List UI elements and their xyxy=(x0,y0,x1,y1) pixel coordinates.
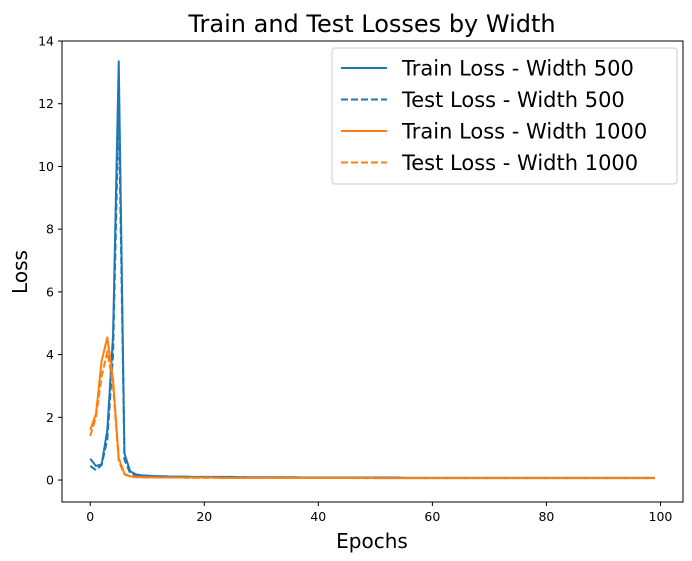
series-line-4 xyxy=(89,350,655,480)
y-tick-label: 2 xyxy=(46,410,54,425)
y-tick-label: 6 xyxy=(46,284,54,299)
plot-area xyxy=(89,60,655,480)
x-tick-label: 20 xyxy=(196,509,212,524)
legend: Train Loss - Width 500 Test Loss - Width … xyxy=(331,47,678,185)
plot-frame xyxy=(61,40,684,503)
x-tick-label: 100 xyxy=(649,509,673,524)
y-tick-label: 0 xyxy=(46,473,54,488)
legend-label: Train Loss - Width 1000 xyxy=(401,120,647,144)
x-axis-label: Epochs xyxy=(336,529,408,553)
legend-box xyxy=(331,47,678,185)
y-tick-label: 8 xyxy=(46,222,54,237)
axis-ticks: 0 20 40 60 80 100 0 2 4 6 8 10 12 14 xyxy=(38,34,672,525)
x-tick-label: 40 xyxy=(310,509,326,524)
y-tick-label: 4 xyxy=(46,347,54,362)
y-tick-label: 10 xyxy=(38,159,54,174)
y-tick-label: 12 xyxy=(38,96,54,111)
x-tick-label: 0 xyxy=(86,509,94,524)
legend-label: Test Loss - Width 1000 xyxy=(401,151,638,175)
x-tick-label: 80 xyxy=(538,509,554,524)
chart-title: Train and Test Losses by Width xyxy=(187,10,555,38)
y-tick-label: 14 xyxy=(38,34,54,49)
legend-label: Train Loss - Width 500 xyxy=(401,57,634,81)
legend-label: Test Loss - Width 500 xyxy=(401,88,625,112)
y-axis-label: Loss xyxy=(8,250,32,294)
x-tick-label: 60 xyxy=(424,509,440,524)
